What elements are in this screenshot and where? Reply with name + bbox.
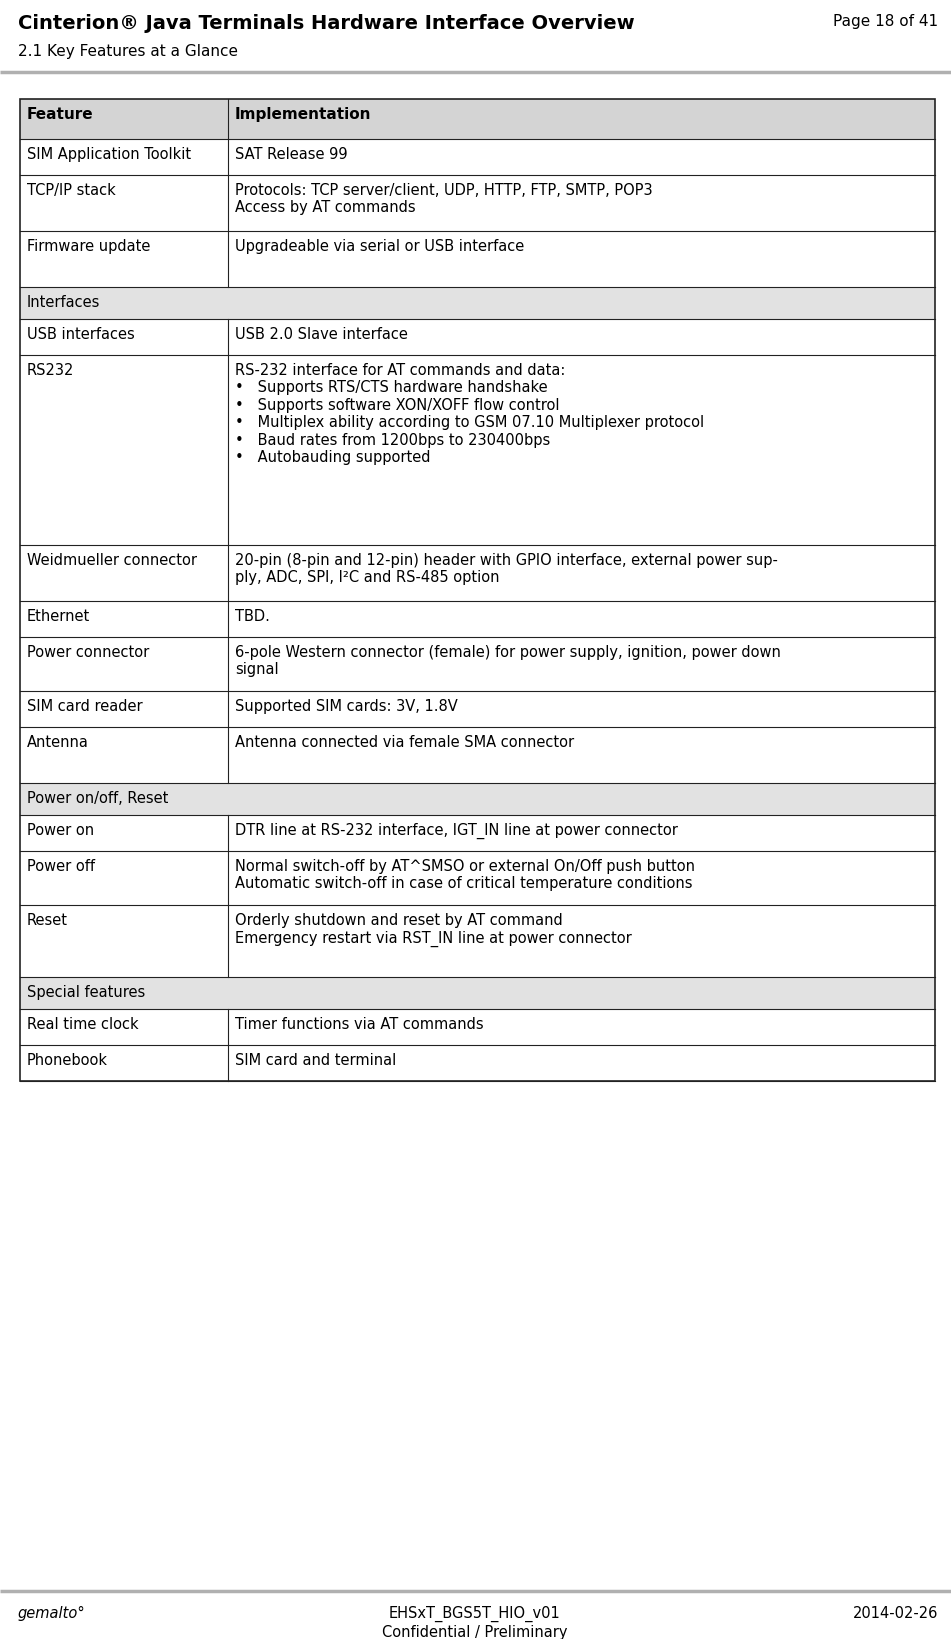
Bar — [20, 783, 935, 816]
Text: gemalto°: gemalto° — [18, 1605, 86, 1619]
Text: Power off: Power off — [27, 859, 95, 874]
Text: Orderly shutdown and reset by AT command
Emergency restart via RST_IN line at po: Orderly shutdown and reset by AT command… — [235, 913, 631, 964]
Bar — [20, 1010, 935, 1046]
Text: Protocols: TCP server/client, UDP, HTTP, FTP, SMTP, POP3
Access by AT commands: Protocols: TCP server/client, UDP, HTTP,… — [235, 184, 652, 215]
Bar — [20, 231, 935, 288]
Bar — [20, 905, 935, 977]
Text: SIM card and terminal: SIM card and terminal — [235, 1052, 397, 1067]
Text: 2.1 Key Features at a Glance: 2.1 Key Features at a Glance — [18, 44, 238, 59]
Text: Real time clock: Real time clock — [27, 1016, 139, 1031]
Bar — [20, 320, 935, 356]
Bar — [20, 288, 935, 320]
Text: Phonebook: Phonebook — [27, 1052, 108, 1067]
Bar — [20, 1046, 935, 1082]
Text: RS232: RS232 — [27, 362, 74, 377]
Text: Interfaces: Interfaces — [27, 295, 101, 310]
Bar — [20, 100, 935, 139]
Bar — [20, 728, 935, 783]
Bar — [20, 602, 935, 638]
Text: Special features: Special features — [27, 985, 146, 1000]
Bar — [20, 175, 935, 231]
Text: Supported SIM cards: 3V, 1.8V: Supported SIM cards: 3V, 1.8V — [235, 698, 457, 713]
Text: Weidmueller connector: Weidmueller connector — [27, 552, 197, 567]
Text: TCP/IP stack: TCP/IP stack — [27, 184, 116, 198]
Bar — [20, 816, 935, 852]
Text: Implementation: Implementation — [235, 107, 372, 121]
Text: Antenna connected via female SMA connector: Antenna connected via female SMA connect… — [235, 734, 574, 767]
Bar — [20, 139, 935, 175]
Text: SIM card reader: SIM card reader — [27, 698, 143, 713]
Text: Cinterion® Java Terminals Hardware Interface Overview: Cinterion® Java Terminals Hardware Inter… — [18, 15, 634, 33]
Bar — [20, 546, 935, 602]
Text: TBD.: TBD. — [235, 608, 270, 623]
Text: Timer functions via AT commands: Timer functions via AT commands — [235, 1016, 484, 1031]
Text: Normal switch-off by AT^SMSO or external On/Off push button
Automatic switch-off: Normal switch-off by AT^SMSO or external… — [235, 859, 695, 892]
Text: Reset: Reset — [27, 913, 68, 928]
Text: Power on: Power on — [27, 823, 94, 838]
Text: Upgradeable via serial or USB interface: Upgradeable via serial or USB interface — [235, 239, 524, 270]
Bar — [20, 100, 935, 1082]
Text: Feature: Feature — [27, 107, 93, 121]
Text: EHSxT_BGS5T_HIO_v01
Confidential / Preliminary: EHSxT_BGS5T_HIO_v01 Confidential / Preli… — [382, 1605, 568, 1639]
Text: DTR line at RS-232 interface, IGT_IN line at power connector: DTR line at RS-232 interface, IGT_IN lin… — [235, 823, 678, 839]
Bar — [20, 692, 935, 728]
Text: SAT Release 99: SAT Release 99 — [235, 148, 348, 162]
Text: 2014-02-26: 2014-02-26 — [853, 1605, 938, 1619]
Text: 20-pin (8-pin and 12-pin) header with GPIO interface, external power sup-
ply, A: 20-pin (8-pin and 12-pin) header with GP… — [235, 552, 778, 585]
Text: Firmware update: Firmware update — [27, 239, 150, 254]
Text: RS-232 interface for AT commands and data:
•   Supports RTS/CTS hardware handsha: RS-232 interface for AT commands and dat… — [235, 362, 704, 482]
Text: Ethernet: Ethernet — [27, 608, 90, 623]
Bar — [20, 852, 935, 905]
Bar — [20, 638, 935, 692]
Bar — [20, 356, 935, 546]
Bar — [20, 977, 935, 1010]
Text: USB 2.0 Slave interface: USB 2.0 Slave interface — [235, 326, 408, 343]
Text: 6-pole Western connector (female) for power supply, ignition, power down
signal: 6-pole Western connector (female) for po… — [235, 644, 781, 677]
Text: Power on/off, Reset: Power on/off, Reset — [27, 790, 168, 805]
Text: USB interfaces: USB interfaces — [27, 326, 135, 343]
Text: Power connector: Power connector — [27, 644, 149, 659]
Text: Antenna: Antenna — [27, 734, 88, 749]
Text: Page 18 of 41: Page 18 of 41 — [833, 15, 938, 30]
Text: SIM Application Toolkit: SIM Application Toolkit — [27, 148, 191, 162]
